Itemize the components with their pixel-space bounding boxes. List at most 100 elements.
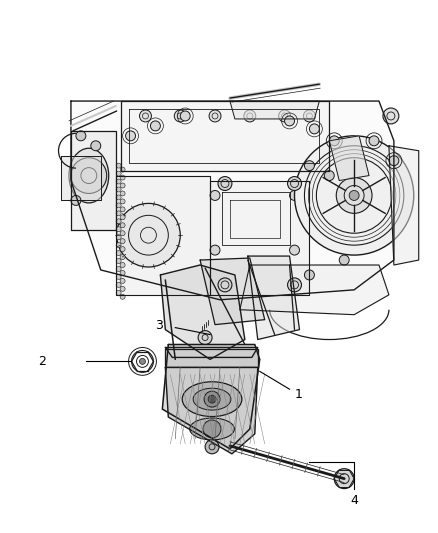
Circle shape xyxy=(120,247,125,252)
Circle shape xyxy=(290,245,300,255)
Circle shape xyxy=(120,223,125,228)
Circle shape xyxy=(288,176,301,190)
Circle shape xyxy=(116,179,121,184)
Circle shape xyxy=(116,290,121,295)
Circle shape xyxy=(116,219,121,224)
Circle shape xyxy=(120,199,125,204)
Polygon shape xyxy=(71,131,116,230)
Polygon shape xyxy=(200,258,265,325)
Circle shape xyxy=(116,211,121,216)
Circle shape xyxy=(140,358,145,365)
Circle shape xyxy=(309,124,319,134)
Circle shape xyxy=(76,131,86,141)
Circle shape xyxy=(205,440,219,454)
Circle shape xyxy=(116,187,121,192)
Circle shape xyxy=(294,136,414,255)
Polygon shape xyxy=(329,136,369,181)
Circle shape xyxy=(210,245,220,255)
Polygon shape xyxy=(165,350,258,367)
Circle shape xyxy=(218,278,232,292)
Circle shape xyxy=(208,395,216,403)
Circle shape xyxy=(210,190,220,200)
Circle shape xyxy=(120,255,125,260)
Circle shape xyxy=(116,227,121,232)
Circle shape xyxy=(279,110,290,122)
Circle shape xyxy=(150,121,160,131)
Circle shape xyxy=(116,274,121,279)
Ellipse shape xyxy=(190,418,234,440)
Polygon shape xyxy=(248,256,300,340)
Circle shape xyxy=(120,207,125,212)
Circle shape xyxy=(180,111,190,121)
Circle shape xyxy=(91,141,101,151)
Polygon shape xyxy=(160,265,245,359)
Polygon shape xyxy=(210,181,309,295)
Circle shape xyxy=(116,259,121,263)
Circle shape xyxy=(324,171,334,181)
Circle shape xyxy=(198,330,212,344)
Circle shape xyxy=(116,195,121,200)
Circle shape xyxy=(116,282,121,287)
Circle shape xyxy=(304,110,315,122)
Circle shape xyxy=(244,110,256,122)
Circle shape xyxy=(120,175,125,180)
Circle shape xyxy=(203,420,221,438)
Text: 1: 1 xyxy=(294,387,302,401)
Circle shape xyxy=(120,278,125,284)
Circle shape xyxy=(218,176,232,190)
Polygon shape xyxy=(389,146,419,265)
Circle shape xyxy=(304,160,314,171)
Polygon shape xyxy=(240,265,389,314)
Polygon shape xyxy=(61,156,101,200)
Circle shape xyxy=(304,270,314,280)
Polygon shape xyxy=(162,344,260,449)
Polygon shape xyxy=(165,367,258,454)
Circle shape xyxy=(288,278,301,292)
Circle shape xyxy=(120,270,125,276)
Circle shape xyxy=(336,177,372,213)
Text: 3: 3 xyxy=(155,319,163,332)
Circle shape xyxy=(204,391,220,407)
Circle shape xyxy=(120,183,125,188)
Circle shape xyxy=(120,263,125,268)
Circle shape xyxy=(116,266,121,271)
Circle shape xyxy=(120,191,125,196)
Ellipse shape xyxy=(69,148,109,203)
Circle shape xyxy=(116,243,121,248)
Circle shape xyxy=(383,108,399,124)
Circle shape xyxy=(120,215,125,220)
Circle shape xyxy=(290,190,300,200)
Circle shape xyxy=(339,255,349,265)
Circle shape xyxy=(71,158,107,193)
Circle shape xyxy=(329,136,339,146)
Circle shape xyxy=(116,203,121,208)
Text: 4: 4 xyxy=(350,494,358,506)
Circle shape xyxy=(120,239,125,244)
Circle shape xyxy=(116,163,121,168)
Circle shape xyxy=(120,294,125,300)
Circle shape xyxy=(349,190,359,200)
Text: 2: 2 xyxy=(38,355,46,368)
Circle shape xyxy=(120,167,125,172)
Circle shape xyxy=(140,110,152,122)
Polygon shape xyxy=(165,348,258,358)
Circle shape xyxy=(209,110,221,122)
Polygon shape xyxy=(230,101,319,119)
Circle shape xyxy=(126,131,135,141)
Circle shape xyxy=(116,251,121,255)
Circle shape xyxy=(116,171,121,176)
Ellipse shape xyxy=(182,382,242,417)
Polygon shape xyxy=(116,175,210,295)
Circle shape xyxy=(117,204,180,267)
Polygon shape xyxy=(71,101,394,300)
Ellipse shape xyxy=(193,388,231,410)
Circle shape xyxy=(116,235,121,240)
Circle shape xyxy=(334,469,354,489)
Polygon shape xyxy=(120,101,329,171)
Circle shape xyxy=(71,196,81,205)
Circle shape xyxy=(120,231,125,236)
Circle shape xyxy=(285,116,294,126)
Circle shape xyxy=(120,286,125,292)
Circle shape xyxy=(369,136,379,146)
Circle shape xyxy=(389,156,399,166)
